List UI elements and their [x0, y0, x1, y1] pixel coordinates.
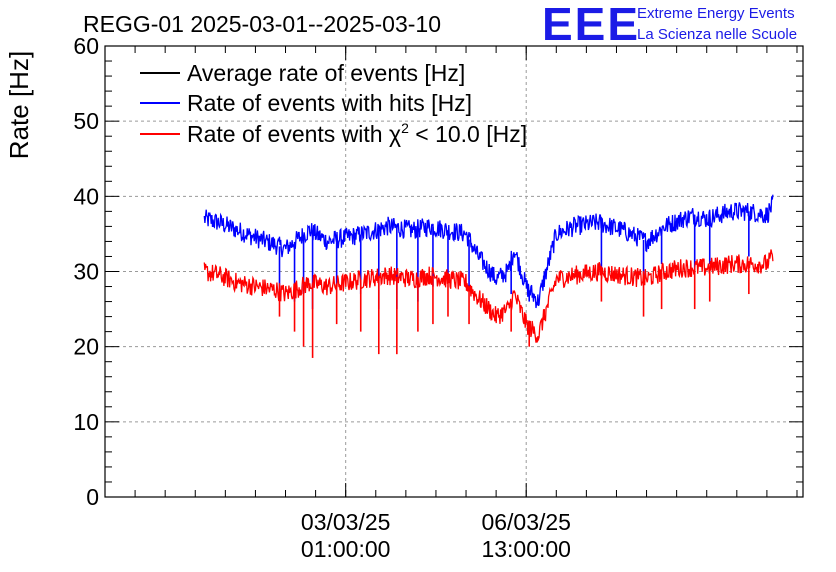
y-tick-label: 10	[73, 409, 99, 435]
legend: Average rate of events [Hz] Rate of event…	[140, 60, 527, 147]
x-tick-label-date: 06/03/25	[481, 509, 571, 535]
legend-label: Rate of events with hits [Hz]	[187, 90, 472, 116]
x-tick-label-time: 01:00:00	[301, 536, 391, 562]
y-tick-label: 20	[73, 334, 99, 360]
series-line-chi2	[203, 249, 774, 343]
plot-frame	[104, 45, 804, 498]
y-tick-label: 0	[86, 484, 99, 510]
series-line-hits	[203, 194, 774, 309]
logo-line-2: La Scienza nelle Scuole	[637, 26, 797, 43]
y-axis-title: Rate [Hz]	[4, 51, 34, 159]
legend-label: Rate of events with χ2 < 10.0 [Hz]	[187, 120, 527, 147]
x-tick-label-date: 03/03/25	[301, 509, 391, 535]
logo-line-1: Extreme Energy Events	[637, 5, 795, 22]
series-layer	[203, 194, 774, 358]
x-tick-label-time: 13:00:00	[481, 536, 571, 562]
legend-label: Average rate of events [Hz]	[187, 60, 465, 86]
y-tick-label: 50	[73, 108, 99, 134]
y-tick-label: 40	[73, 183, 99, 209]
y-tick-label: 30	[73, 259, 99, 285]
logo-mark: EEE	[542, 0, 640, 50]
chart-title: REGG-01 2025-03-01--2025-03-10	[83, 11, 441, 37]
y-tick-label: 60	[73, 33, 99, 59]
eee-logo: EEE Extreme Energy Events La Scienza nel…	[542, 0, 797, 50]
